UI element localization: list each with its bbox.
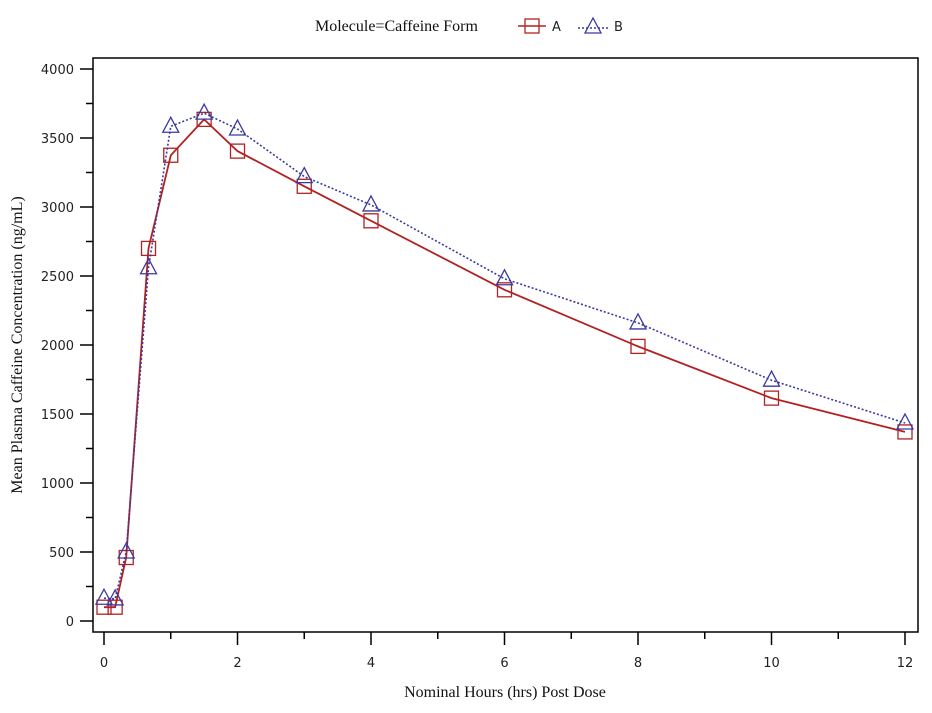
plot-area [92,57,919,633]
x-tick-label: 4 [367,656,375,671]
y-tick-label: 500 [49,546,74,561]
legend-entry-b: B [578,16,623,35]
x-tick-label: 10 [763,656,780,671]
legend: Molecule=Caffeine Form A B [315,16,623,35]
legend-label-a: A [552,20,561,35]
triangle-marker-icon [117,541,136,559]
square-marker-icon [363,213,379,229]
y-tick-label: 2500 [41,270,74,285]
square-marker-icon [140,240,157,257]
y-tick-label: 1500 [41,408,74,423]
square-marker-icon [630,338,646,355]
triangle-marker-icon [228,118,247,136]
x-tick-label: 6 [500,656,508,671]
square-marker-icon [496,282,513,298]
triangle-marker-icon [94,587,114,605]
triangle-marker-icon [628,312,648,330]
legend-title: Molecule=Caffeine Form [315,18,478,35]
legend-label-b: B [614,20,623,35]
y-tick-label: 2000 [41,339,74,354]
triangle-marker-icon [361,194,381,212]
square-marker-icon [524,18,540,34]
square-marker-icon [296,178,312,194]
x-tick-label: 2 [233,656,241,671]
series-layer [94,102,915,615]
square-marker-icon [107,599,123,615]
x-tick-label: 8 [634,656,642,671]
x-axis: 0 2 4 6 8 10 12 [100,632,913,671]
triangle-marker-icon [583,16,603,34]
legend-entry-a: A [518,18,561,35]
square-marker-icon [229,143,246,159]
y-axis-title: Mean Plasma Caffeine Concentration (ng/m… [9,196,26,493]
square-marker-icon [897,424,913,440]
square-marker-icon [163,147,179,163]
series-a [96,111,913,615]
triangle-marker-icon [195,102,214,120]
triangle-marker-icon [139,257,158,275]
y-tick-label: 1000 [41,477,74,492]
square-marker-icon [96,599,112,615]
x-axis-title: Nominal Hours (hrs) Post Dose [404,684,606,701]
triangle-marker-icon [895,412,915,430]
square-marker-icon [763,390,780,406]
triangle-marker-icon [295,166,314,184]
triangle-marker-icon [495,268,514,286]
y-tick-label: 4000 [41,63,74,78]
y-tick-label: 0 [66,615,74,630]
triangle-marker-icon [106,588,125,606]
y-tick-label: 3000 [41,201,74,216]
y-axis: 0 500 1000 1500 2000 2500 3000 3500 4000 [41,63,93,630]
x-tick-label: 12 [897,656,914,671]
y-tick-label: 3500 [41,132,74,147]
series-b [94,102,915,606]
triangle-marker-icon [161,115,180,133]
triangle-marker-icon [762,369,781,387]
x-tick-label: 0 [100,656,108,671]
